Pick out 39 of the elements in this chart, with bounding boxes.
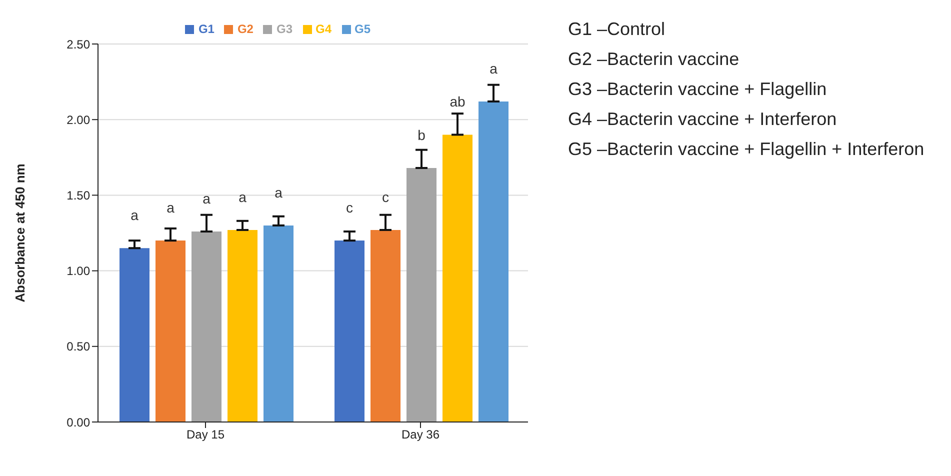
bar [156,240,186,422]
data-label: b [418,126,426,143]
y-axis-title: Absorbance at 450 nm [12,164,28,302]
bar [478,101,508,422]
data-label: a [202,190,211,206]
legend-label: G3 [276,22,292,36]
bar [228,230,258,422]
text: G5 –Bacterin vaccine + Flagellin + Interferon [568,138,924,161]
y-tick-label: 2.00 [66,112,90,127]
data-label: c [382,188,389,205]
bar [192,231,222,422]
y-tick-label: 0.50 [66,340,90,354]
y-tick-label: 1.00 [66,264,90,278]
bar [370,230,400,422]
y-tick-label: 0.00 [66,415,90,430]
data-label: a [238,188,247,205]
data-label: c [346,200,353,216]
data-label: a [490,60,498,76]
text: G4 –Bacterin vaccine + Interferon [568,108,838,131]
data-label: a [130,207,139,224]
x-tick-label: Day 15 [186,428,225,442]
legend-label: G5 [354,22,371,36]
data-label: ab [450,94,466,110]
legend-label: G4 [316,22,332,36]
data-label: a [274,184,283,200]
y-tick-label: 2.50 [66,37,90,52]
bar [442,134,472,422]
bar [264,225,294,422]
data-label: a [166,200,175,216]
text: G1 –Control [568,18,666,41]
bar [406,168,436,422]
bar [334,240,364,422]
y-tick-label: 1.50 [66,188,90,202]
text: G3 –Bacterin vaccine + Flagellin [568,78,828,101]
x-tick-label: Day 36 [401,428,440,442]
bar [120,248,150,422]
text: G2 –Bacterin vaccine [568,48,740,71]
legend-label: G1 [198,22,214,36]
legend-label: G2 [237,22,254,36]
